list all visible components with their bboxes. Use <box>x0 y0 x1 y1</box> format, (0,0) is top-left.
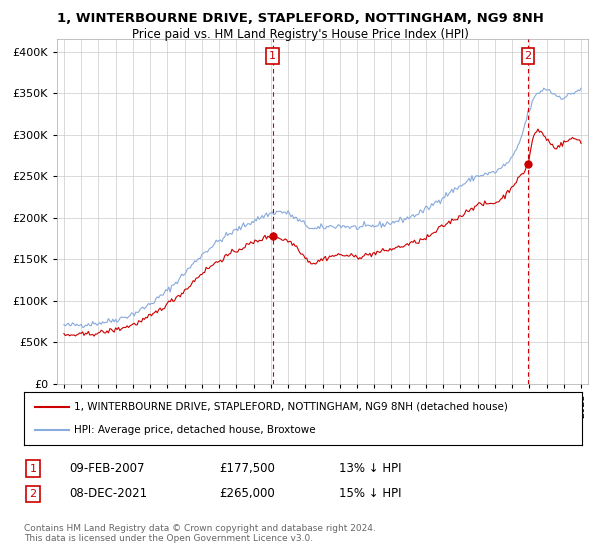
Text: 15% ↓ HPI: 15% ↓ HPI <box>339 487 401 501</box>
Text: Contains HM Land Registry data © Crown copyright and database right 2024.
This d: Contains HM Land Registry data © Crown c… <box>24 524 376 543</box>
Text: HPI: Average price, detached house, Broxtowe: HPI: Average price, detached house, Brox… <box>74 425 316 435</box>
Text: £265,000: £265,000 <box>219 487 275 501</box>
Text: 13% ↓ HPI: 13% ↓ HPI <box>339 462 401 475</box>
Text: 1, WINTERBOURNE DRIVE, STAPLEFORD, NOTTINGHAM, NG9 8NH: 1, WINTERBOURNE DRIVE, STAPLEFORD, NOTTI… <box>56 12 544 25</box>
Text: 09-FEB-2007: 09-FEB-2007 <box>69 462 145 475</box>
Text: 08-DEC-2021: 08-DEC-2021 <box>69 487 147 501</box>
Text: 1: 1 <box>29 464 37 474</box>
Text: Price paid vs. HM Land Registry's House Price Index (HPI): Price paid vs. HM Land Registry's House … <box>131 28 469 41</box>
Text: 2: 2 <box>524 51 532 61</box>
Text: 1: 1 <box>269 51 276 61</box>
Text: £177,500: £177,500 <box>219 462 275 475</box>
Text: 2: 2 <box>29 489 37 499</box>
Text: 1, WINTERBOURNE DRIVE, STAPLEFORD, NOTTINGHAM, NG9 8NH (detached house): 1, WINTERBOURNE DRIVE, STAPLEFORD, NOTTI… <box>74 402 508 412</box>
